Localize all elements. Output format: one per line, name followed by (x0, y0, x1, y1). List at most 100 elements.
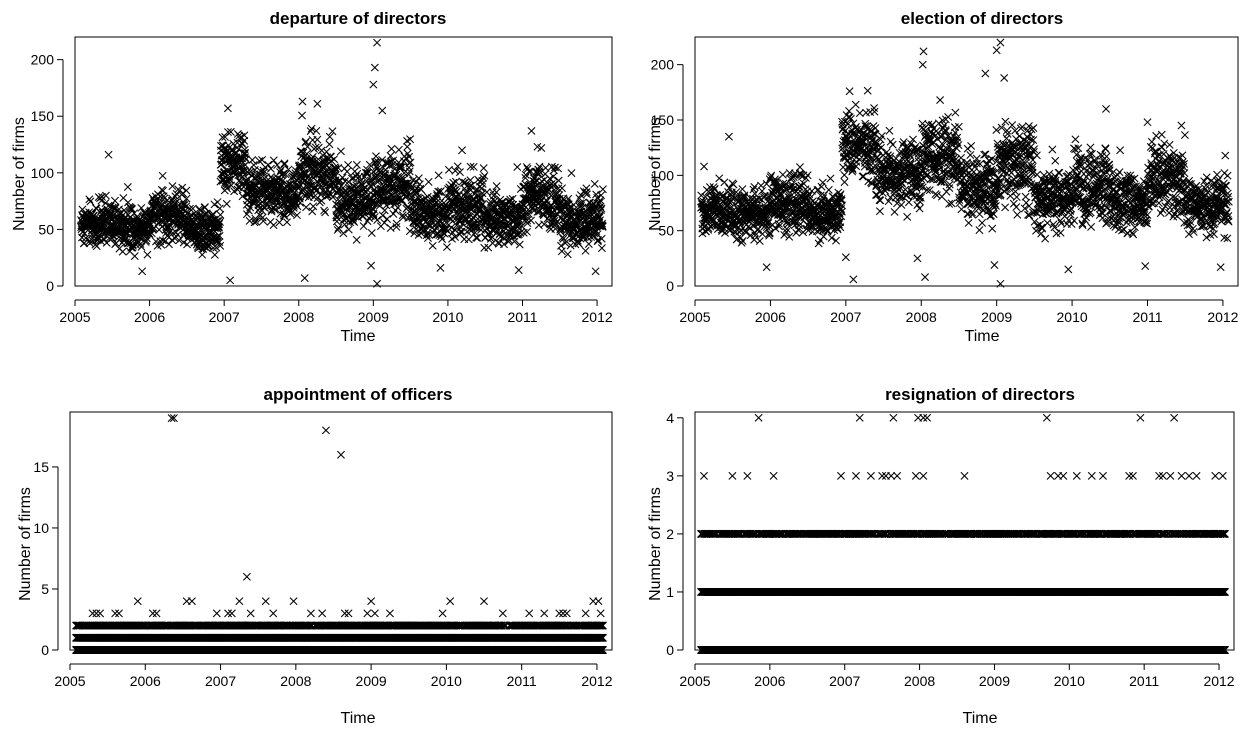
data-point (174, 185, 183, 194)
data-point (188, 204, 197, 213)
data-point (1078, 219, 1087, 228)
data-point (547, 162, 556, 171)
data-point (437, 232, 446, 241)
data-point (1018, 159, 1027, 168)
data-point (461, 188, 470, 197)
data-point (332, 217, 341, 226)
data-point (216, 218, 224, 226)
data-point (143, 250, 152, 259)
data-point (464, 235, 473, 244)
data-point (954, 141, 963, 150)
data-point (990, 199, 999, 208)
data-point (1140, 211, 1149, 220)
data-point (740, 191, 749, 200)
data-point (344, 160, 353, 169)
data-point (988, 224, 997, 233)
y-tick-label: 200 (651, 57, 675, 73)
data-point (479, 164, 488, 173)
data-point (1134, 214, 1143, 223)
data-point (597, 204, 606, 213)
data-point (945, 184, 954, 193)
data-point (382, 201, 391, 210)
data-point (324, 191, 333, 200)
data-point (558, 184, 567, 193)
data-point (1025, 174, 1034, 183)
data-point (1006, 191, 1015, 200)
data-point (720, 178, 729, 187)
data-point (706, 222, 715, 231)
data-point (997, 123, 1006, 132)
data-point (994, 191, 1003, 200)
data-point (1093, 203, 1102, 212)
data-point (466, 162, 475, 171)
data-point (598, 222, 607, 231)
data-point (953, 161, 962, 170)
data-point (431, 230, 440, 239)
data-point (598, 219, 607, 228)
data-point (412, 177, 421, 186)
data-point (864, 177, 873, 186)
data-point (1129, 230, 1138, 239)
data-point (137, 242, 146, 251)
data-point (1007, 168, 1016, 177)
data-point (359, 222, 368, 231)
data-point (923, 186, 932, 195)
data-point (1173, 198, 1182, 207)
data-point (392, 222, 401, 231)
data-point (138, 267, 147, 276)
data-point (590, 179, 599, 188)
data-point (283, 218, 291, 227)
data-point (175, 236, 184, 245)
data-point (182, 194, 191, 203)
data-point (1033, 221, 1042, 230)
data-point (477, 184, 486, 193)
data-point (995, 150, 1004, 159)
data-point (102, 238, 111, 247)
data-point (1135, 183, 1144, 192)
data-point (1126, 195, 1135, 204)
data-point (1082, 208, 1091, 217)
data-point (137, 203, 146, 212)
data-point (991, 201, 1000, 210)
data-point (1130, 174, 1139, 183)
data-point (885, 126, 894, 135)
data-point (1083, 179, 1092, 188)
data-point (796, 220, 805, 229)
data-point (851, 100, 860, 109)
data-point (307, 124, 316, 133)
data-point (1011, 126, 1020, 135)
data-point (223, 184, 231, 193)
data-point (800, 213, 809, 222)
data-point (1071, 135, 1080, 144)
data-point (1168, 193, 1177, 202)
data-point (994, 174, 1003, 183)
data-point (227, 181, 236, 190)
data-point (595, 213, 604, 222)
data-point (1074, 144, 1083, 153)
data-point (795, 182, 804, 191)
data-point (1008, 121, 1017, 130)
data-point (967, 141, 976, 150)
data-point (801, 200, 810, 209)
data-point (347, 208, 356, 217)
x-tick-label: 2006 (134, 309, 165, 325)
data-point (378, 211, 387, 220)
data-point (899, 138, 908, 147)
data-point (932, 167, 941, 176)
x-tick-label: 2010 (1057, 309, 1088, 325)
data-point (561, 239, 570, 247)
data-point (1080, 215, 1089, 224)
data-point (195, 204, 204, 213)
x-tick-label: 2011 (1132, 309, 1162, 325)
data-point (269, 156, 278, 165)
data-point (352, 160, 361, 169)
data-point (867, 166, 876, 175)
data-point (945, 180, 954, 189)
data-point (838, 117, 847, 126)
data-point (280, 160, 289, 169)
data-point (1024, 210, 1033, 219)
data-point (94, 233, 103, 241)
data-point (981, 150, 990, 159)
data-point (306, 190, 315, 199)
data-point (753, 201, 762, 210)
